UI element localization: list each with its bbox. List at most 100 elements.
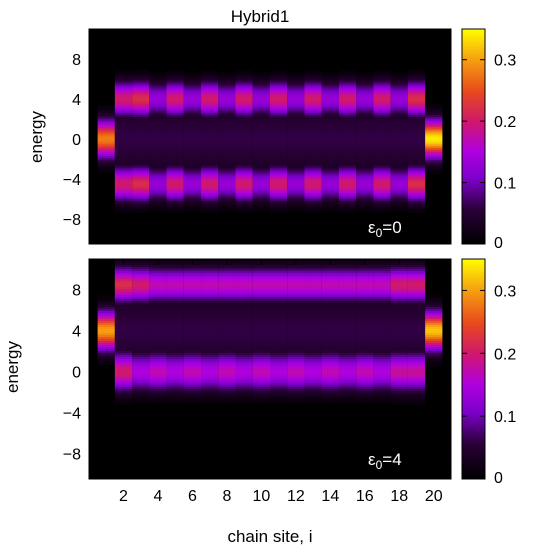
heatmap-cell	[270, 75, 288, 79]
heatmap-cell	[218, 361, 236, 364]
heatmap-cell	[132, 204, 150, 208]
heatmap-cell	[338, 130, 357, 133]
heatmap-cell	[201, 113, 219, 116]
heatmap-cell	[321, 329, 339, 332]
heatmap-cell	[132, 311, 150, 314]
heatmap-cell	[166, 335, 184, 338]
heatmap-cell	[287, 363, 305, 366]
heatmap-cell	[373, 115, 391, 118]
heatmap-cell	[149, 204, 167, 208]
heatmap-cell	[373, 303, 391, 306]
heatmap-cell	[304, 345, 322, 348]
heatmap-cell	[390, 179, 408, 182]
heatmap-cell	[235, 381, 253, 384]
heatmap-cell	[373, 371, 391, 374]
heatmap-cell	[321, 383, 339, 386]
heatmap-cell	[149, 99, 167, 102]
heatmap-cell	[132, 99, 150, 102]
heatmap-cell	[338, 107, 357, 110]
heatmap-cell	[407, 122, 426, 126]
heatmap-cell	[270, 299, 288, 302]
heatmap-cell	[252, 401, 270, 404]
heatmap-cell	[425, 321, 443, 324]
heatmap-cell	[390, 79, 408, 83]
heatmap-cell	[390, 89, 408, 92]
heatmap-cell	[218, 148, 236, 151]
heatmap-cell	[390, 99, 408, 102]
heatmap-cell	[166, 373, 184, 376]
heatmap-cell	[373, 116, 391, 120]
heatmap-cell	[304, 277, 322, 280]
heatmap-cell	[201, 191, 219, 194]
heatmap-cell	[356, 355, 374, 358]
heatmap-cell	[304, 154, 322, 157]
heatmap-cell	[390, 309, 408, 312]
heatmap-cell	[356, 105, 374, 108]
heatmap-cell	[166, 279, 184, 282]
heatmap-cell	[321, 208, 339, 212]
heatmap-cell	[373, 79, 391, 83]
heatmap-cell	[425, 113, 443, 116]
heatmap-cell	[321, 118, 339, 122]
heatmap-cell	[304, 161, 322, 165]
heatmap-cell	[114, 193, 133, 196]
heatmap-cell	[218, 103, 236, 106]
heatmap-cell	[407, 353, 426, 356]
heatmap-cell	[321, 303, 339, 306]
heatmap-cell	[132, 393, 150, 396]
heatmap-cell	[270, 361, 288, 364]
heatmap-cell	[166, 363, 184, 366]
heatmap-cell	[407, 267, 426, 270]
heatmap-cell	[356, 311, 374, 314]
heatmap-cell	[201, 210, 219, 214]
heatmap-cell	[132, 383, 150, 386]
heatmap-cell	[270, 79, 288, 83]
heatmap-cell	[114, 365, 133, 368]
heatmap-cell	[218, 72, 236, 75]
heatmap-cell	[149, 377, 167, 380]
heatmap-cell	[425, 301, 443, 304]
heatmap-cell	[166, 136, 184, 139]
heatmap-cell	[390, 97, 408, 100]
colorbar-tick-label: 0.2	[494, 114, 516, 131]
heatmap-cell	[407, 154, 426, 157]
heatmap-cell	[252, 91, 270, 94]
heatmap-cell	[132, 181, 150, 184]
heatmap-cell	[235, 177, 253, 180]
heatmap-cell	[338, 389, 357, 392]
heatmap-cell	[218, 93, 236, 96]
heatmap-cell	[114, 349, 133, 352]
heatmap-cell	[425, 122, 443, 126]
heatmap-cell	[114, 171, 133, 175]
heatmap-cell	[252, 367, 270, 370]
heatmap-cell	[235, 189, 253, 192]
heatmap-cell	[270, 111, 288, 114]
heatmap-cell	[235, 210, 253, 214]
heatmap-cell	[218, 349, 236, 352]
heatmap-cell	[218, 285, 236, 288]
heatmap-cell	[252, 156, 270, 159]
heatmap-cell	[166, 142, 184, 145]
heatmap-cell	[390, 111, 408, 114]
heatmap-cell	[373, 169, 391, 173]
heatmap-cell	[321, 353, 339, 356]
heatmap-cell	[97, 349, 115, 352]
heatmap-cell	[425, 365, 443, 368]
heatmap-cell	[270, 321, 288, 324]
heatmap-cell	[235, 165, 253, 169]
heatmap-cell	[407, 275, 426, 278]
heatmap-cell	[407, 204, 426, 208]
heatmap-cell	[287, 169, 305, 173]
heatmap-cell	[373, 377, 391, 380]
heatmap-cell	[338, 299, 357, 302]
heatmap-cell	[287, 365, 305, 368]
heatmap-cell	[183, 146, 202, 149]
heatmap-cell	[183, 277, 202, 280]
heatmap-cell	[373, 283, 391, 286]
heatmap-cell	[287, 381, 305, 384]
heatmap-cell	[304, 97, 322, 100]
heatmap-cell	[373, 189, 391, 192]
heatmap-cell	[407, 193, 426, 196]
heatmap-cell	[287, 161, 305, 165]
heatmap-cell	[321, 287, 339, 290]
